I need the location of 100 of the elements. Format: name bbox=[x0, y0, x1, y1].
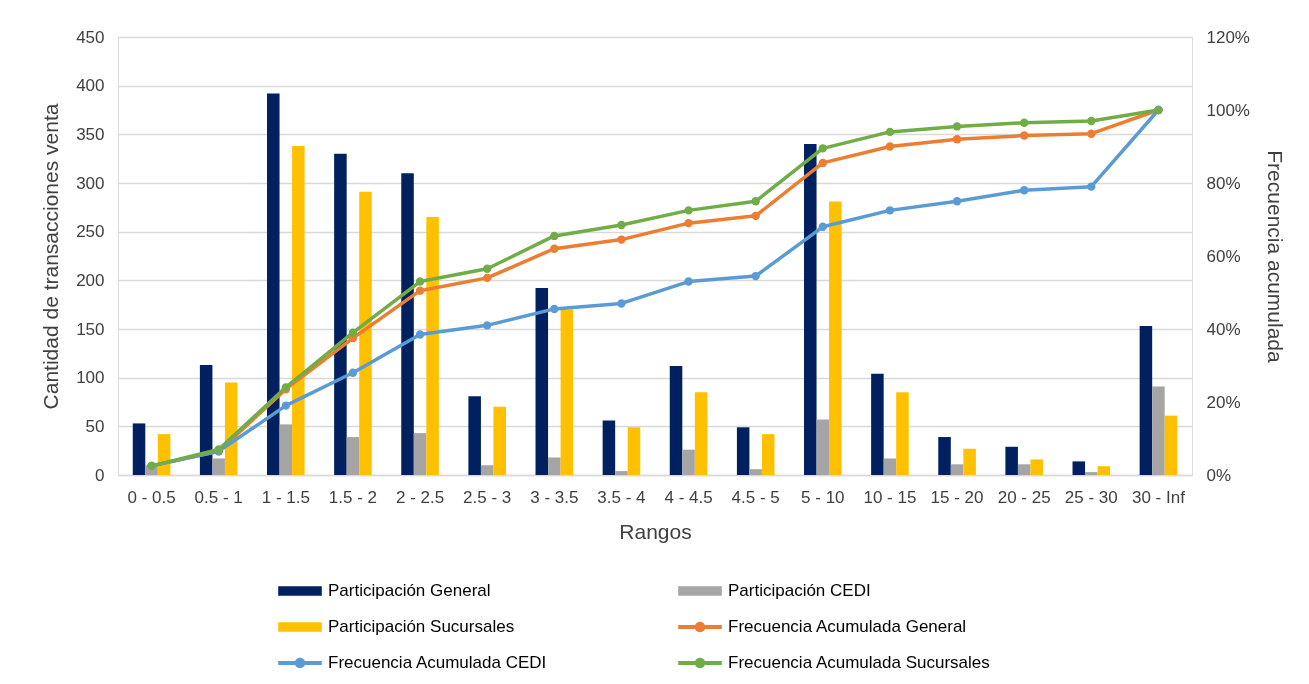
x-tick-label: 5 - 10 bbox=[801, 487, 845, 507]
y2-tick-label: 80% bbox=[1206, 173, 1241, 193]
bar bbox=[346, 437, 360, 475]
point bbox=[684, 206, 693, 215]
y-tick-label: 300 bbox=[76, 173, 105, 193]
x-tick-label: 15 - 20 bbox=[930, 487, 984, 507]
point bbox=[617, 235, 626, 244]
bar bbox=[535, 288, 549, 475]
bar bbox=[468, 396, 481, 475]
x-tick-label: 0 - 0.5 bbox=[127, 487, 176, 507]
bar bbox=[480, 465, 494, 475]
legend-label: Participación General bbox=[328, 581, 491, 600]
y2-tick-label: 40% bbox=[1206, 319, 1241, 339]
point bbox=[1020, 118, 1029, 127]
bar bbox=[963, 448, 976, 475]
y2-tick-label: 60% bbox=[1206, 246, 1241, 266]
x-tick-label: 20 - 25 bbox=[997, 487, 1051, 507]
bar bbox=[199, 365, 213, 475]
point bbox=[415, 286, 425, 295]
y2-tick-label: 0% bbox=[1206, 465, 1232, 485]
y2-tick-label: 100% bbox=[1206, 100, 1250, 120]
bar bbox=[950, 464, 964, 475]
point bbox=[885, 206, 895, 215]
y2-tick-label: 120% bbox=[1206, 27, 1250, 47]
y-tick-label: 50 bbox=[85, 416, 105, 436]
x-axis-title: Rangos bbox=[619, 519, 692, 543]
point bbox=[818, 144, 827, 153]
y-tick-label: 200 bbox=[76, 270, 105, 290]
bar bbox=[615, 471, 628, 475]
bar bbox=[493, 406, 506, 475]
bar bbox=[560, 309, 574, 475]
bar bbox=[736, 427, 750, 475]
point bbox=[885, 142, 895, 151]
bar bbox=[694, 392, 708, 475]
point bbox=[348, 328, 358, 337]
point bbox=[952, 135, 962, 144]
bar bbox=[1030, 459, 1043, 475]
x-tick-label: 1.5 - 2 bbox=[328, 487, 378, 507]
bar bbox=[682, 449, 695, 475]
x-tick-label: 4.5 - 5 bbox=[731, 487, 780, 507]
bar bbox=[761, 434, 775, 475]
bar bbox=[804, 144, 817, 475]
x-tick-label: 0.5 - 1 bbox=[194, 487, 243, 507]
bar bbox=[426, 217, 439, 475]
legend-label: Frecuencia Acumulada Sucursales bbox=[728, 653, 990, 672]
bar bbox=[334, 153, 347, 475]
x-tick-label: 1 - 1.5 bbox=[261, 487, 310, 507]
bar bbox=[359, 191, 372, 475]
x-tick-label: 4 - 4.5 bbox=[664, 487, 713, 507]
point bbox=[1087, 129, 1096, 138]
bar bbox=[279, 424, 293, 475]
bar bbox=[816, 419, 830, 475]
bar bbox=[267, 93, 280, 475]
y2-tick-label: 20% bbox=[1206, 392, 1241, 412]
bar bbox=[602, 420, 616, 475]
point bbox=[281, 401, 290, 410]
y2-axis-title: Frecuencia acumulada bbox=[1263, 150, 1287, 364]
y-tick-label: 450 bbox=[76, 27, 105, 47]
point bbox=[751, 211, 760, 221]
bar bbox=[1017, 464, 1031, 475]
bar bbox=[1152, 386, 1165, 475]
bar bbox=[548, 457, 561, 475]
x-tick-label: 10 - 15 bbox=[863, 487, 917, 507]
bar bbox=[829, 201, 842, 475]
legend-label: Participación CEDI bbox=[728, 581, 871, 600]
point bbox=[684, 277, 693, 286]
point bbox=[550, 244, 559, 253]
point bbox=[751, 197, 760, 206]
point bbox=[952, 122, 962, 131]
point bbox=[1020, 131, 1029, 140]
bar bbox=[292, 146, 305, 475]
bar bbox=[1085, 472, 1098, 475]
x-tick-label: 30 - Inf bbox=[1131, 487, 1186, 507]
point bbox=[1087, 182, 1096, 191]
bar bbox=[1072, 461, 1086, 475]
point bbox=[684, 218, 693, 228]
bar bbox=[1164, 415, 1178, 475]
legend-label: Frecuencia Acumulada General bbox=[728, 617, 967, 636]
bar bbox=[1139, 326, 1153, 475]
y-tick-label: 350 bbox=[76, 124, 105, 144]
bar bbox=[1097, 466, 1111, 475]
point bbox=[483, 273, 492, 283]
x-tick-label: 2.5 - 3 bbox=[463, 487, 512, 507]
bar bbox=[1005, 446, 1018, 475]
legend-label: Frecuencia Acumulada CEDI bbox=[328, 653, 547, 672]
point bbox=[550, 231, 559, 241]
point bbox=[751, 271, 760, 281]
bar bbox=[749, 469, 762, 475]
bar bbox=[938, 437, 951, 475]
point bbox=[617, 299, 626, 308]
point bbox=[483, 264, 492, 273]
bar bbox=[212, 458, 225, 475]
bar bbox=[669, 365, 683, 475]
bar bbox=[413, 433, 427, 475]
point bbox=[1087, 116, 1096, 126]
bar bbox=[132, 423, 146, 475]
point bbox=[885, 127, 895, 137]
x-tick-label: 3.5 - 4 bbox=[597, 487, 646, 507]
bar bbox=[896, 392, 909, 475]
bar bbox=[883, 458, 897, 475]
